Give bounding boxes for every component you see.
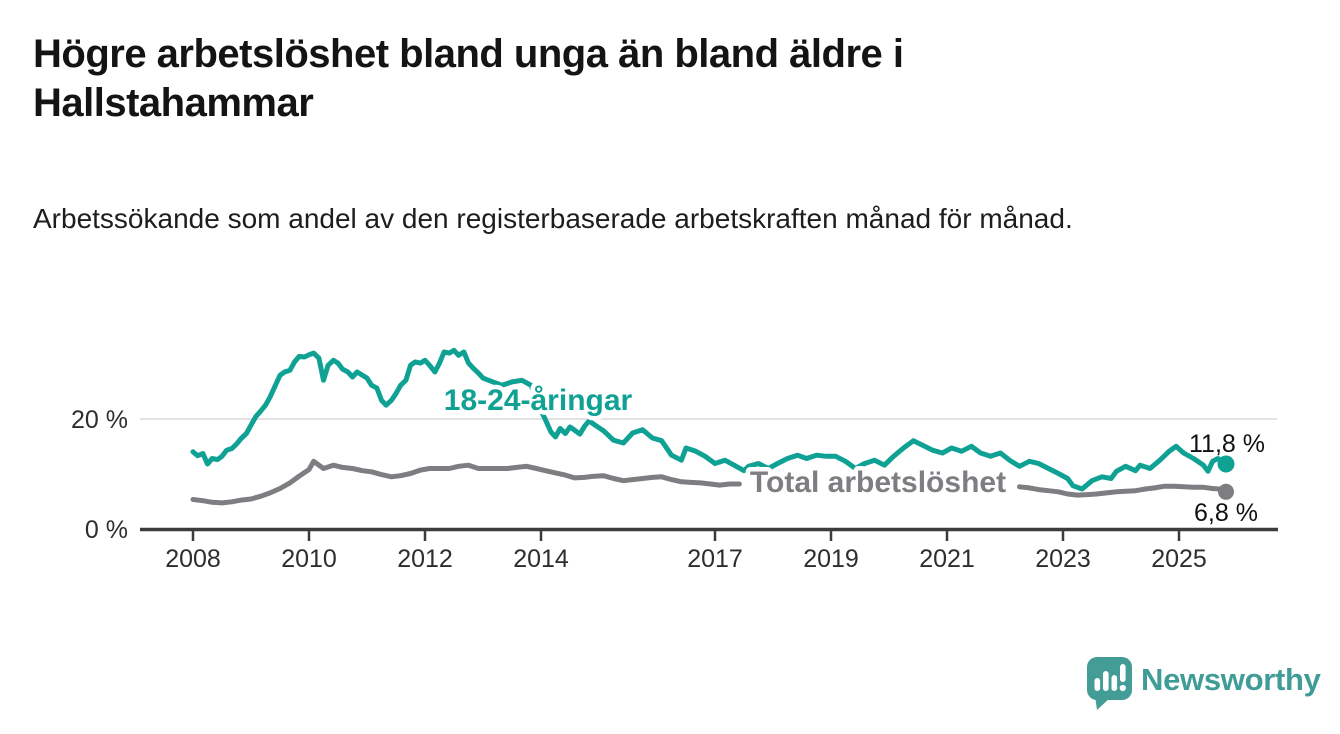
x-axis-ticks: 2008 2010 2012 2014 2017 2019 2021 2023 2025 xyxy=(165,529,1207,573)
x-tick-label: 2017 xyxy=(687,545,743,573)
x-tick-label: 2012 xyxy=(397,545,453,573)
series-line-youth xyxy=(190,347,1229,492)
bar-2 xyxy=(1103,671,1109,691)
newsworthy-logo-icon xyxy=(1087,657,1132,710)
end-dot-youth xyxy=(1217,455,1235,473)
series-line-total xyxy=(190,458,742,506)
exclamation-dot xyxy=(1119,684,1126,692)
page-title: Högre arbetslöshet bland unga än bland ä… xyxy=(33,32,904,125)
x-tick-label: 2021 xyxy=(919,545,975,573)
speech-bubble-tail xyxy=(1095,696,1112,710)
y-tick-label-0: 0 % xyxy=(85,516,128,544)
end-value-label-youth: 11,8 % xyxy=(1189,430,1265,458)
bar-1 xyxy=(1094,678,1101,691)
x-tick-label: 2019 xyxy=(803,545,859,573)
x-tick-label: 2023 xyxy=(1035,545,1091,573)
series-label-total: Total arbetslöshet xyxy=(750,466,1006,499)
chart-subtitle: Arbetssökande som andel av den registerb… xyxy=(33,203,1073,234)
series-label-youth: 18-24-åringar xyxy=(444,384,633,417)
x-tick-label: 2010 xyxy=(281,545,337,573)
x-tick-label: 2008 xyxy=(165,545,221,573)
end-dot-total xyxy=(1218,483,1234,500)
series-line-total xyxy=(1017,483,1229,498)
plot-area: 18-24-åringar 11,8 % Total arbetslöshet 6,8… xyxy=(190,347,1265,527)
newsworthy-brand-name: Newsworthy xyxy=(1141,662,1321,697)
y-tick-label-20: 20 % xyxy=(71,406,128,434)
x-tick-label: 2025 xyxy=(1151,545,1207,573)
end-value-label-total: 6,8 % xyxy=(1194,499,1258,527)
bar-3 xyxy=(1111,675,1118,691)
x-tick-label: 2014 xyxy=(513,545,569,573)
exclamation-bar xyxy=(1120,664,1126,682)
